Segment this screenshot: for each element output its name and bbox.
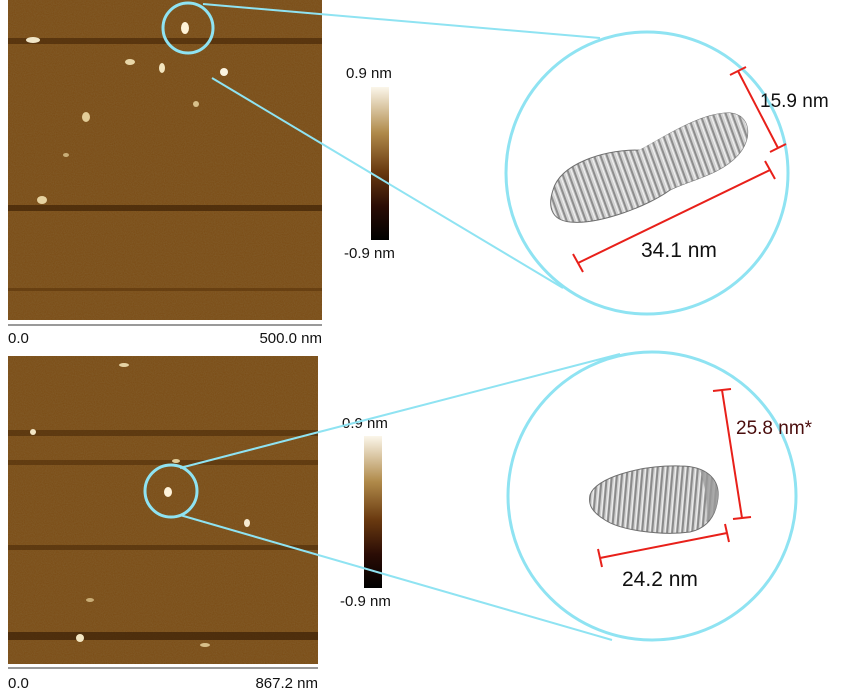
axis-end-label-top: 500.0 nm	[259, 330, 322, 347]
afm-image-bottom	[8, 356, 318, 664]
zoom-lines-bottom	[179, 353, 621, 641]
dimension-width-label-top: 34.1 nm	[641, 239, 717, 262]
molecule-model-bottom	[589, 465, 719, 534]
axis-end-label-bottom: 867.2 nm	[255, 675, 318, 692]
dimension-height-label-bottom: 25.8 nm*	[736, 418, 813, 439]
colorbar-min-label-top: -0.9 nm	[344, 245, 395, 262]
colorbar-min-label-bottom: -0.9 nm	[340, 593, 391, 610]
afm-image-top	[8, 0, 322, 320]
colorbar-max-label-bottom: 0.9 nm	[342, 415, 388, 432]
molecule-model-top	[550, 112, 749, 223]
dimension-width-label-bottom: 24.2 nm	[622, 568, 698, 591]
dimension-height-label-top: 15.9 nm	[760, 91, 829, 112]
zoom-marker-bottom	[143, 463, 199, 519]
dimension-width-bottom	[597, 523, 730, 568]
dimension-height-top	[729, 66, 787, 153]
colorbar-bottom	[364, 436, 382, 588]
dimension-height-bottom	[712, 388, 752, 520]
zoom-marker-top	[161, 1, 215, 55]
dimension-width-top	[572, 160, 776, 273]
colorbar-max-label-top: 0.9 nm	[346, 65, 392, 82]
colorbar-top	[371, 87, 389, 240]
axis-start-label-top: 0.0	[8, 330, 29, 347]
panel-top: 0.0 500.0 nm 0.9 nm -0.9 nm 34.1 nm 15.9…	[8, 0, 829, 347]
zoom-lines-top	[202, 3, 601, 289]
axis-start-label-bottom: 0.0	[8, 675, 29, 692]
panel-bottom: 0.0 867.2 nm 0.9 nm -0.9 nm 25.8 nm* 24.…	[8, 350, 813, 692]
